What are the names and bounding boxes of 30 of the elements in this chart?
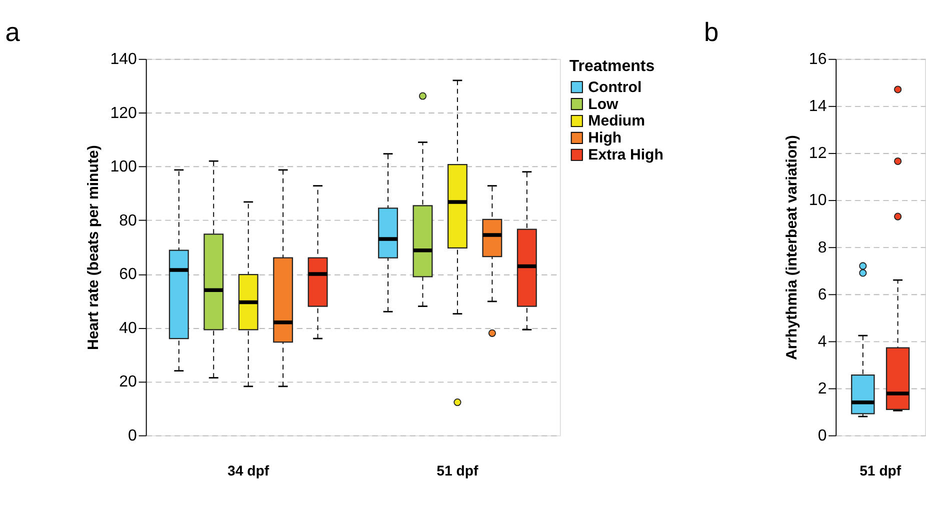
y-tick-label: 14 <box>808 98 827 116</box>
y-tick-label: 10 <box>808 192 827 210</box>
y-tick-label: 120 <box>110 104 138 122</box>
y-tick-label: 100 <box>110 158 138 176</box>
y-tick-label: 0 <box>128 428 138 445</box>
legend-label: Medium <box>588 112 646 130</box>
legend-label: High <box>588 130 622 147</box>
text: a <box>5 17 20 48</box>
text: b <box>704 17 719 48</box>
y-tick-label: 4 <box>818 333 827 350</box>
y-tick-label: 16 <box>808 51 827 68</box>
legend-title: Treatments <box>569 58 655 76</box>
legend-label: Control <box>588 78 642 96</box>
y-tick-label: 0 <box>818 428 827 445</box>
y-tick-label: 20 <box>119 374 138 391</box>
y-tick-label: 6 <box>818 286 827 304</box>
legend-label: Low <box>588 96 619 113</box>
y-tick-label: 12 <box>808 145 827 162</box>
y-tick-label: 40 <box>119 320 138 337</box>
y-tick-label: 60 <box>119 266 138 284</box>
x-tick-label: 51 dpf <box>436 462 479 478</box>
legend-label: Extra High <box>588 146 664 164</box>
x-tick-label: 51 dpf <box>860 462 902 478</box>
y-tick-label: 2 <box>818 380 827 398</box>
y-axis-title: Arrhythmia (interbeat variation) <box>784 135 801 360</box>
y-tick-label: 8 <box>818 239 827 256</box>
y-tick-label: 80 <box>119 212 138 230</box>
y-tick-label: 140 <box>110 51 138 68</box>
y-axis-title: Heart rate (beats per minute) <box>85 145 102 350</box>
x-tick-label: 34 dpf <box>228 462 270 478</box>
